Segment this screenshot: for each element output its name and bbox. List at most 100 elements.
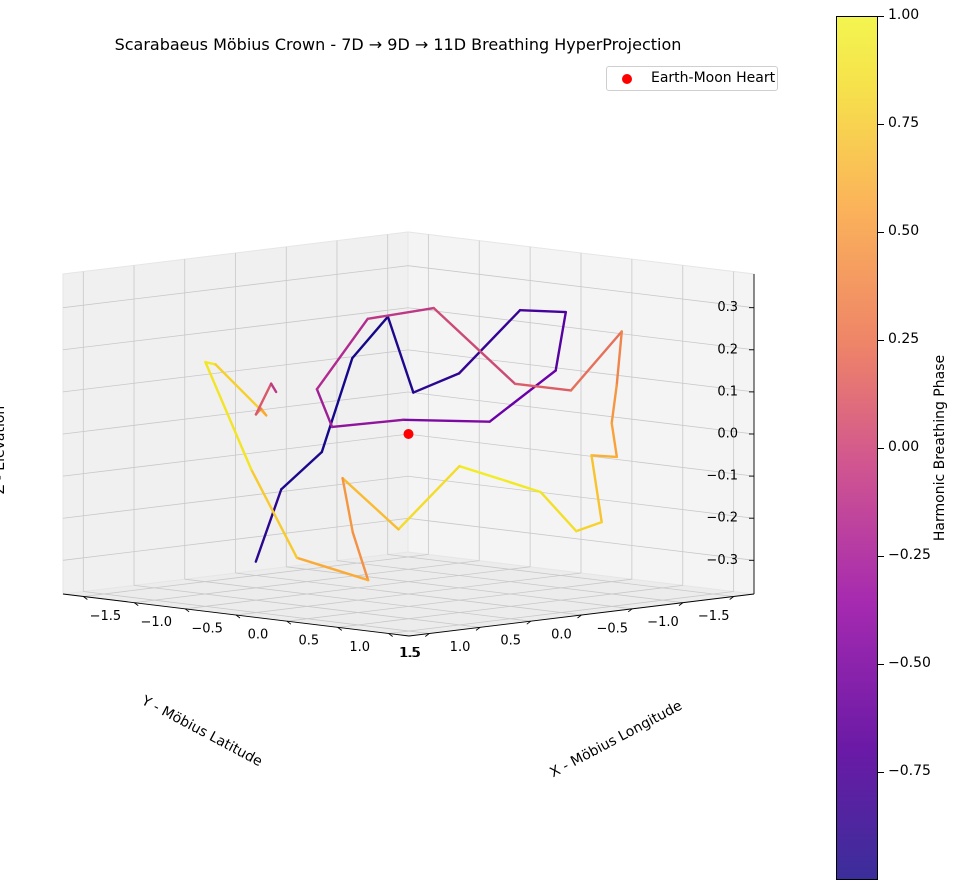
trajectory-segment	[341, 476, 354, 534]
colorbar-tick-label: 0.00	[888, 439, 920, 455]
trajectory-segment	[590, 454, 603, 524]
x-tick-label: −1.5	[90, 609, 122, 624]
earth-moon-heart-marker	[403, 429, 414, 439]
trajectory-segment	[280, 450, 324, 491]
colorbar-tick-label: −0.75	[888, 763, 931, 779]
grid-line-floor-y	[184, 578, 531, 622]
colorbar-tick-label: 1.00	[888, 7, 920, 23]
trajectory-segment	[488, 369, 557, 423]
trajectory-segment	[513, 382, 573, 392]
grid-line-z-left	[62, 265, 409, 309]
z-tick-label: −0.1	[706, 469, 738, 484]
axis-ticks: −1.5 −1.0 −0.5 0.0 0.5 1.0 1.5 −1.5 −1.0 −0.5 0.0 0…	[83, 300, 754, 661]
grid-line-floor-x	[388, 591, 734, 634]
z-tick-label: −0.2	[706, 511, 738, 526]
x-tick-mark	[286, 620, 292, 625]
x-tick-mark	[337, 626, 343, 631]
trajectory-segment	[615, 330, 623, 387]
trajectory-segment	[397, 464, 461, 531]
x-tick-label: 1.0	[349, 640, 370, 655]
z-tick-label: 0.0	[717, 427, 738, 442]
y-tick-label: 1.0	[450, 640, 471, 655]
colorbar-label: Harmonic Breathing Phase	[932, 354, 948, 542]
trajectory-segment	[320, 356, 354, 454]
trajectory-segment	[457, 309, 522, 375]
trajectory-segment	[259, 407, 268, 417]
trajectory-segment	[204, 360, 217, 366]
y-tick-label: −1.0	[647, 615, 679, 630]
y-tick-label: 0.5	[500, 634, 521, 649]
colorbar-tick-mark	[878, 448, 884, 449]
trajectory-segment	[295, 556, 370, 582]
y-tick-mark	[526, 620, 532, 625]
y-tick-mark	[627, 608, 633, 613]
trajectory-segment	[518, 309, 568, 314]
colorbar-tick-mark	[878, 124, 884, 125]
z-tick-label: 0.3	[717, 300, 738, 315]
trajectory-segment	[575, 520, 603, 533]
trajectory-segment	[315, 317, 369, 391]
y-axis-label: Y - Möbius Latitude	[138, 692, 265, 770]
trajectory-segment	[269, 382, 278, 394]
x-tick-mark	[184, 608, 190, 613]
colorbar-tick-label: 0.75	[888, 115, 920, 131]
trajectory-segment	[386, 315, 415, 394]
x-tick-label: 1.5	[400, 646, 421, 661]
grid-lines	[62, 234, 755, 634]
grid-line-floor-x	[337, 584, 683, 628]
y-tick-mark	[425, 633, 430, 637]
y-tick-label: 1.5	[399, 646, 420, 661]
trajectory-segment	[351, 315, 390, 360]
y-tick-mark	[475, 626, 481, 631]
trajectory-segment	[539, 490, 578, 533]
colorbar-tick-label: 0.50	[888, 223, 920, 239]
y-tick-mark	[729, 596, 734, 600]
colorbar-tick-mark	[878, 556, 884, 557]
grid-line-z-left	[62, 433, 409, 477]
trajectory-segment	[610, 421, 619, 459]
z-axis-label: Z - Elevation	[0, 406, 8, 495]
colorbar-tick-mark	[878, 232, 884, 233]
colorbar-tick-mark	[878, 16, 884, 17]
x-tick-mark	[83, 596, 88, 600]
trajectory-segment	[204, 360, 253, 471]
marker-layer	[403, 429, 414, 439]
grid-line-floor-x	[286, 578, 632, 622]
trajectory-segment	[610, 383, 618, 425]
legend: Earth-Moon Heart	[606, 66, 778, 91]
grid-line-z-right	[407, 475, 755, 519]
x-tick-label: −0.5	[191, 621, 223, 636]
grid-line-z-right	[407, 391, 755, 435]
grid-line-z-left	[62, 475, 409, 519]
x-tick-label: 0.0	[248, 628, 269, 643]
colorbar-tick-label: −0.25	[888, 547, 931, 563]
x-tick-mark	[133, 602, 139, 607]
grid-line-z-right	[407, 265, 755, 309]
trajectory-segment	[351, 531, 370, 582]
x-tick-label: 0.5	[299, 634, 320, 649]
grid-line-floor-y	[133, 584, 481, 628]
x-axis-label: X - Möbius Longitude	[547, 698, 684, 781]
colorbar-tick-mark	[878, 664, 884, 665]
trajectory-segment	[569, 330, 623, 392]
trajectory-segment	[254, 382, 273, 416]
y-tick-label: −1.5	[698, 609, 730, 624]
grid-line-z-right	[407, 517, 755, 561]
trajectory-segment	[214, 363, 268, 417]
y-tick-mark	[577, 614, 582, 619]
trajectory-segment	[412, 372, 461, 394]
trajectory-segment	[315, 387, 334, 429]
trajectory-segment	[458, 464, 507, 482]
y-tick-label: −0.5	[596, 621, 628, 636]
trajectory-segment	[402, 418, 491, 423]
trajectory-segment	[432, 306, 517, 386]
colorbar	[836, 16, 878, 880]
grid-line-z-right	[407, 349, 755, 393]
colorbar-tick-mark	[878, 772, 884, 773]
grid-line-z-right	[407, 307, 755, 351]
z-tick-label: 0.1	[717, 384, 738, 399]
x-tick-mark	[235, 614, 241, 619]
x-tick-label: −1.0	[140, 615, 172, 630]
legend-label: Earth-Moon Heart	[651, 70, 776, 86]
